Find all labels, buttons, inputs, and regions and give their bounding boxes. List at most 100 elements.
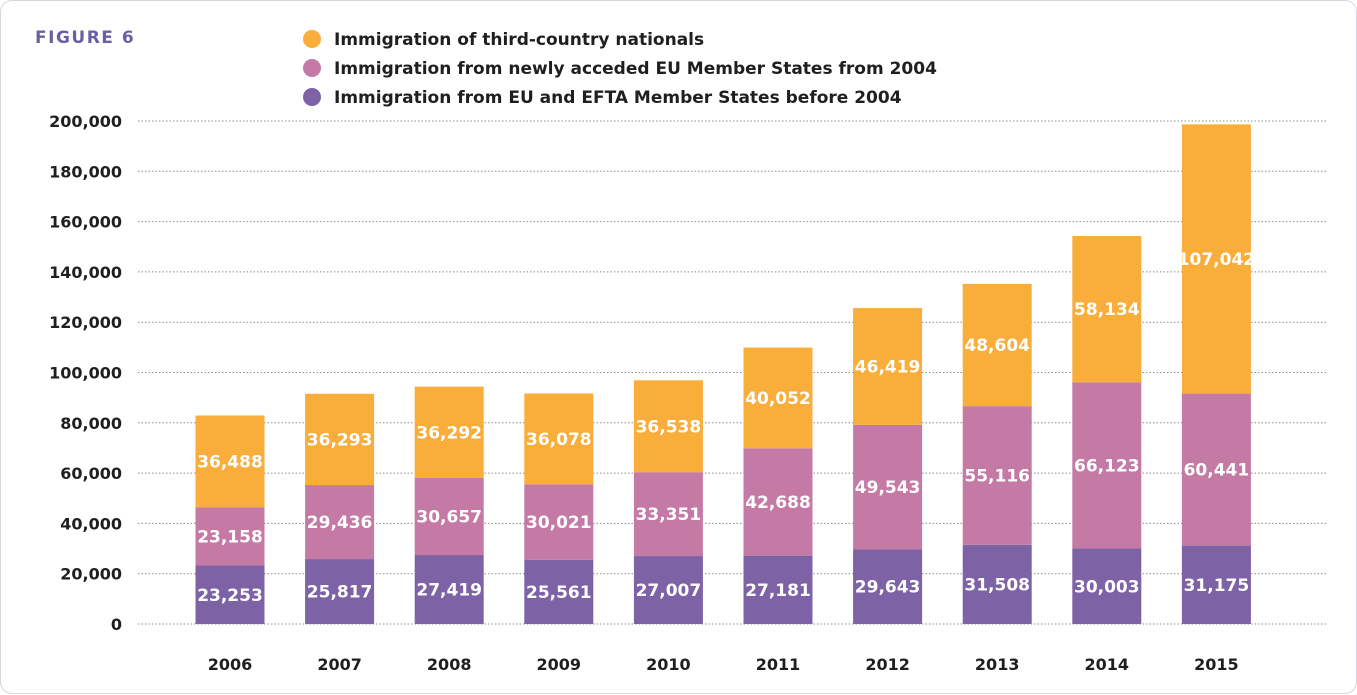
data-label: 30,021 [526,513,592,533]
bar-segment [853,549,923,624]
bar-segment [743,347,813,449]
bar-segment [305,485,375,560]
data-label: 29,643 [855,578,921,598]
data-label: 30,003 [1074,577,1140,597]
legend-label: Immigration from newly acceded EU Member… [334,59,937,79]
y-tick-label: 160,000 [49,213,122,232]
x-tick-label: 2014 [1085,655,1130,674]
data-label: 48,604 [964,336,1030,356]
bar-segment [962,283,1032,407]
bar-stack-2015: 31,175 60,441 107,042 [1178,124,1255,624]
y-tick-label: 20,000 [60,565,122,584]
x-tick-label: 2009 [537,655,582,674]
data-label: 30,657 [416,507,482,527]
bar-segment [633,472,703,557]
bar-segment [195,415,265,508]
bar-stack-2012: 29,643 49,543 46,419 [853,308,923,624]
bar-segment [1181,545,1251,624]
data-label: 58,134 [1074,300,1140,320]
data-label: 36,488 [197,452,263,472]
legend-label: Immigration of third-country nationals [334,30,704,50]
bar-segment [414,555,484,624]
bar-segment [853,424,923,550]
bar-segment [1072,382,1142,549]
bar-segment [1181,124,1251,394]
x-tick-label: 2012 [865,655,910,674]
bar-segment [305,393,375,486]
data-label: 33,351 [636,505,702,525]
legend: Immigration of third-country nationals Im… [303,30,937,108]
data-label: 36,293 [307,430,373,450]
legend-item: Immigration from newly acceded EU Member… [303,59,937,79]
bar-stack-2008: 27,419 30,657 36,292 [414,386,484,624]
bar-stack-2007: 25,817 29,436 36,293 [305,393,375,624]
bar-segment [1072,548,1142,624]
data-label: 27,007 [636,581,702,601]
data-label: 31,508 [964,575,1030,595]
data-label: 46,419 [855,357,921,377]
data-label: 23,158 [197,527,263,547]
y-tick-label: 60,000 [60,464,122,483]
data-label: 66,123 [1074,456,1140,476]
data-label: 23,253 [197,586,263,606]
bar-segment [962,544,1032,624]
bar-segment [195,565,265,624]
bar-segment [1072,236,1142,383]
data-label: 27,181 [745,581,811,601]
y-tick-label: 180,000 [49,162,122,181]
data-label: 55,116 [964,466,1030,486]
x-tick-label: 2007 [317,655,362,674]
x-tick-label: 2015 [1194,655,1239,674]
bar-segment [743,448,813,556]
bar-stack-2014: 30,003 66,123 58,134 [1072,236,1142,624]
x-tick-label: 2013 [975,655,1020,674]
y-tick-label: 100,000 [49,364,122,383]
bar-stack-2010: 27,007 33,351 36,538 [633,380,703,624]
x-tick-label: 2006 [208,655,253,674]
bar-stack-2013: 31,508 55,116 48,604 [962,283,1032,624]
legend-swatch [303,30,321,48]
x-axis: 2006 2007 2008 2009 2010 2011 2012 2013 2014 2015 [208,655,1239,674]
bar-segment [633,380,703,473]
y-tick-label: 120,000 [49,313,122,332]
bar-segment [853,308,923,425]
bar-segment [195,507,265,566]
bar-segment [524,484,594,560]
x-tick-label: 2011 [756,655,801,674]
x-tick-label: 2008 [427,655,472,674]
data-label: 42,688 [745,493,811,513]
data-label: 29,436 [307,513,373,533]
y-tick-label: 80,000 [60,414,122,433]
y-tick-label: 0 [111,615,122,634]
data-label: 31,175 [1184,576,1250,596]
data-label: 36,538 [636,417,702,437]
bar-stack-2011: 27,181 42,688 40,052 [743,347,813,624]
x-tick-label: 2010 [646,655,691,674]
bar-segment [305,559,375,624]
legend-label: Immigration from EU and EFTA Member Stat… [334,88,902,108]
data-label: 60,441 [1184,461,1250,481]
data-label: 36,078 [526,430,592,450]
figure-label: FIGURE 6 [35,28,135,48]
data-label: 40,052 [745,389,811,409]
bar-stack-2006: 23,253 23,158 36,488 [195,415,265,624]
bar-segment [414,386,484,478]
y-axis: 0 20,000 40,000 60,000 80,000 100,000 120,000 1… [49,112,122,634]
bar-segment [1181,393,1251,546]
bar-stack-2009: 25,561 30,021 36,078 [524,393,594,624]
y-tick-label: 140,000 [49,263,122,282]
data-label: 27,419 [416,581,482,601]
data-label: 36,292 [416,423,482,443]
data-label: 49,543 [855,478,921,498]
bar-segment [633,556,703,624]
bar-segment [962,406,1032,545]
bar-segment [524,559,594,624]
data-label: 25,561 [526,583,592,603]
y-tick-label: 40,000 [60,514,122,533]
bar-segment [743,555,813,624]
legend-swatch [303,88,321,106]
bar-segment [414,477,484,556]
bars: 23,253 23,158 36,488 25,817 29,436 36,293 27,4… [195,124,1255,624]
